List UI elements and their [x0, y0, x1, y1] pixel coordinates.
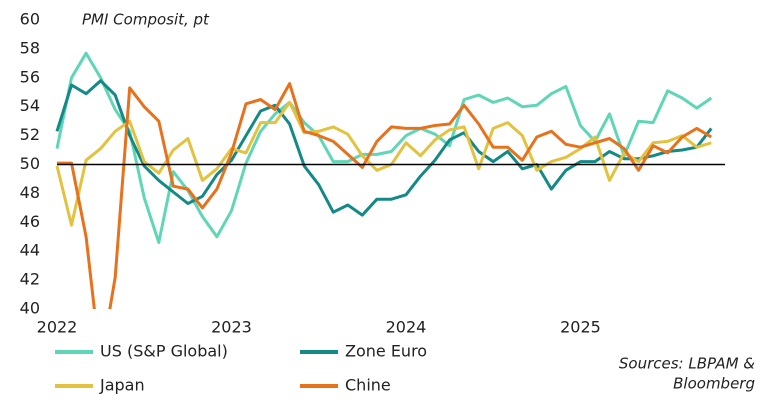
chart-title: PMI Composit, pt: [82, 11, 210, 29]
y-tick-label: 54: [20, 96, 40, 115]
legend-label: Japan: [99, 376, 145, 395]
sources: Bloomberg: [673, 375, 755, 393]
legend-label: Chine: [345, 376, 391, 395]
y-tick-label: 40: [20, 299, 40, 318]
y-tick-label: 52: [20, 125, 40, 144]
x-tick-label: 2024: [386, 318, 427, 337]
sources: Sources: LBPAM &: [619, 355, 755, 373]
series-line: [55, 100, 712, 227]
plot-area: [55, 51, 713, 309]
x-tick-label: 2025: [560, 318, 601, 337]
series-line: [55, 79, 713, 217]
y-tick-label: 48: [20, 183, 40, 202]
legend-label: Zone Euro: [345, 342, 427, 361]
y-tick-label: 60: [20, 10, 40, 29]
y-tick-label: 50: [20, 154, 40, 173]
y-tick-label: 46: [20, 212, 40, 231]
x-tick-label: 2022: [37, 318, 78, 337]
y-tick-label: 44: [20, 241, 40, 260]
series-line: [55, 51, 713, 244]
y-tick-label: 58: [20, 38, 40, 57]
series-line: [57, 82, 713, 309]
x-tick-label: 2023: [211, 318, 252, 337]
y-tick-label: 42: [20, 270, 40, 289]
y-tick-label: 56: [20, 67, 40, 86]
legend-label: US (S&P Global): [100, 342, 228, 361]
